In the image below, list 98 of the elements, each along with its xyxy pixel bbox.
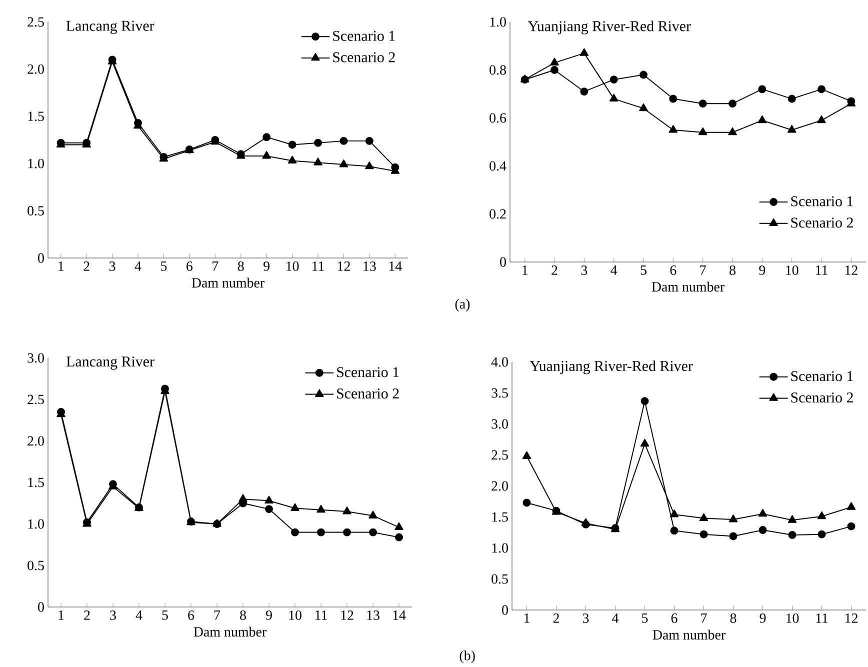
x-tick-label: 7 [700,266,706,275]
x-tick-label: 4 [612,614,619,623]
x-tick-label: 12 [338,262,350,271]
x-tick-label: 1 [58,610,64,620]
x-tick-label: 7 [701,614,707,623]
legend-label: Scenario 1 [791,196,853,206]
y-tick-label: 2.5 [28,394,44,404]
x-tick-label: 10 [786,266,798,275]
x-tick-label: 2 [84,262,90,271]
chart-title: Lancang River [66,356,154,370]
chart-title: Yuanjiang River-Red River [530,360,693,374]
x-tick-label: 1 [524,614,530,623]
y-tick-label: 1.0 [490,17,506,27]
y-tick-label: 0.5 [492,574,508,584]
x-tick-label: 9 [264,262,270,271]
x-tick-label: 13 [367,610,380,620]
y-tick-label: 0 [38,253,44,263]
x-tick-label: 9 [266,610,272,620]
y-tick-label: 1.0 [28,519,44,529]
y-tick-label: 1.0 [492,543,508,553]
y-tick-label: 2.0 [492,481,508,491]
x-tick-label: 2 [553,614,559,623]
chart-title: Lancang River [66,20,154,34]
legend-label: Scenario 2 [333,52,395,62]
x-tick-label: 12 [845,266,858,275]
legend-label: Scenario 1 [333,30,395,41]
x-tick-label: 2 [84,610,90,620]
x-tick-label: 4 [136,610,142,620]
y-tick-label: 2.0 [28,436,44,446]
x-tick-label: 10 [286,262,299,271]
x-tick-label: 3 [582,614,589,623]
legend-label: Scenario 1 [791,371,853,382]
y-tick-label: 1.5 [28,112,44,122]
x-tick-label: 11 [312,262,324,271]
y-tick-label: 3.0 [492,419,508,429]
y-tick-label: 0.6 [490,113,506,123]
x-tick-label: 10 [289,610,302,620]
y-tick-label: 3.0 [28,353,44,363]
x-tick-label: 1 [522,266,528,275]
text: (a) [455,298,470,312]
y-tick-label: 0.4 [490,161,506,171]
x-tick-label: 9 [760,614,766,623]
chart-title: Yuanjiang River-Red River [528,20,691,34]
x-tick-label: 8 [238,262,244,271]
x-axis-title: Dam number [652,630,726,640]
x-tick-label: 2 [552,266,558,275]
x-tick-label: 3 [109,262,116,271]
y-tick-label: 0 [500,257,506,267]
x-tick-label: 3 [581,266,588,275]
x-axis-title: Dam number [192,278,264,288]
x-tick-label: 6 [671,614,678,623]
x-tick-label: 6 [186,262,193,271]
x-tick-label: 8 [730,614,736,623]
y-tick-label: 2.0 [28,64,44,74]
x-tick-label: 11 [816,266,828,275]
x-tick-label: 7 [214,610,220,620]
x-tick-label: 1 [58,262,64,271]
x-tick-label: 11 [816,614,828,623]
y-tick-label: 1.5 [492,512,508,522]
x-tick-label: 4 [610,266,618,275]
y-tick-label: 0 [502,605,508,615]
x-tick-label: 12 [846,614,858,623]
legend-label: Scenario 1 [337,367,399,378]
legend-label: Scenario 2 [337,388,399,399]
x-tick-label: 11 [316,610,327,620]
x-axis-title: Dam number [652,282,724,292]
x-tick-label: 8 [730,266,736,275]
x-axis-title: Dam number [194,626,266,637]
x-tick-label: 14 [393,610,406,620]
x-tick-label: 9 [759,266,766,275]
x-tick-label: 4 [134,262,142,271]
x-tick-label: 13 [364,262,376,271]
x-tick-label: 5 [162,610,168,620]
x-tick-label: 7 [212,262,218,271]
x-tick-label: 10 [786,614,799,623]
y-tick-label: 0.5 [28,560,44,570]
x-tick-label: 14 [389,262,402,271]
x-tick-label: 12 [341,610,354,620]
x-tick-label: 8 [240,610,246,620]
y-tick-label: 0.8 [490,65,506,75]
x-tick-label: 6 [670,266,676,275]
x-tick-label: 3 [110,610,116,620]
y-tick-label: 1.5 [28,478,44,488]
y-tick-label: 2.5 [28,17,44,27]
x-tick-label: 6 [188,610,194,620]
x-tick-label: 5 [161,262,167,271]
y-tick-label: 4.0 [491,357,508,367]
y-tick-label: 0.2 [490,209,506,219]
x-tick-label: 5 [640,266,646,275]
legend-label: Scenario 2 [791,218,853,228]
y-tick-label: 0.5 [28,206,44,216]
legend-label: Scenario 2 [791,392,853,403]
y-tick-label: 1.0 [28,158,44,168]
y-tick-label: 0 [38,602,44,612]
y-tick-label: 3.5 [492,388,508,398]
x-tick-label: 5 [642,614,648,623]
y-tick-label: 2.5 [492,450,508,460]
text: (b) [460,650,475,664]
